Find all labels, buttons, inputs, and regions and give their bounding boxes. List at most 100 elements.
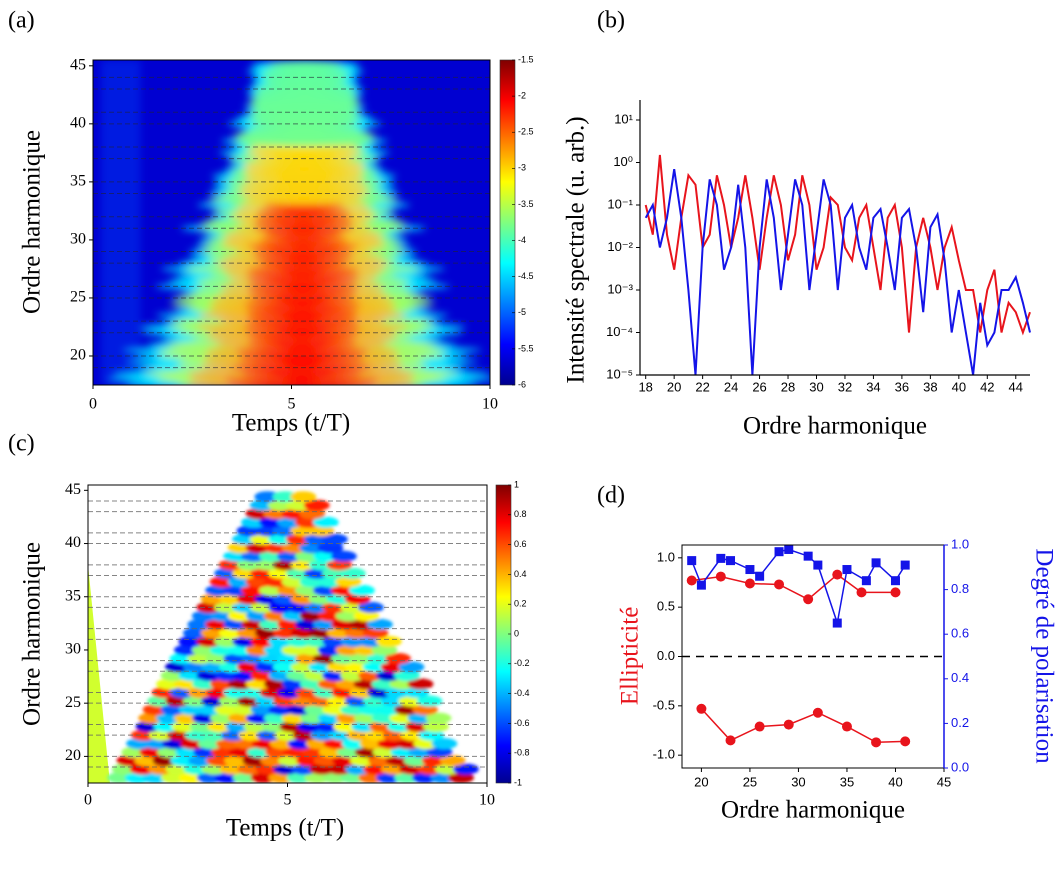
heatmap-blob: [366, 652, 393, 664]
heatmap-blob: [326, 661, 353, 673]
heatmap-blob: [214, 704, 241, 716]
heatmap-blob: [201, 695, 228, 707]
y2-tick-label: 0.0: [951, 759, 969, 774]
heatmap-blob: [245, 712, 272, 724]
x-tick-label: 30: [809, 379, 823, 394]
x-tick-label: 40: [952, 379, 966, 394]
heatmap-blob: [241, 687, 268, 699]
heatmap-blob: [326, 627, 353, 639]
heatmap-blob: [421, 755, 448, 767]
x-tick-label: 10: [482, 396, 498, 413]
heatmap-blob: [281, 712, 308, 724]
x-tick-label: 45: [937, 774, 951, 789]
heatmap-blob: [250, 601, 277, 613]
heatmap-blob: [299, 610, 326, 622]
y-tick-label: 45: [70, 56, 86, 73]
heatmap-blob: [358, 704, 385, 716]
heatmap-blob: [232, 704, 259, 716]
heatmap-blob: [152, 755, 179, 767]
heatmap-blob: [243, 721, 270, 733]
heatmap-blob: [348, 584, 375, 596]
heatmap-blob: [322, 772, 349, 783]
heatmap-blob: [236, 695, 263, 707]
heatmap-blob: [227, 644, 254, 656]
panel-label: (a): [8, 8, 35, 34]
data-point: [755, 571, 765, 581]
heatmap-blob: [183, 763, 210, 775]
y-tick-label: 0.5: [657, 599, 675, 614]
heatmap-blob: [317, 542, 344, 554]
heatmap-blob: [340, 635, 367, 647]
heatmap-blob: [241, 550, 268, 562]
data-point: [842, 565, 852, 575]
heatmap-blob: [344, 627, 371, 639]
data-point: [812, 707, 823, 718]
heatmap-blob: [407, 678, 434, 690]
y-tick-label: 10⁻⁵: [606, 366, 633, 381]
heatmap-blob: [160, 670, 187, 682]
heatmap-blob: [344, 695, 371, 707]
heatmap-blob: [313, 652, 340, 664]
y-tick-label: 0.0: [657, 648, 675, 663]
series-line: [700, 708, 906, 744]
heatmap-blob: [412, 772, 439, 783]
heatmap-blob: [227, 712, 254, 724]
x-tick-label: 42: [980, 379, 994, 394]
heatmap-blob: [227, 678, 254, 690]
heatmap-blob: [209, 610, 236, 622]
data-point: [696, 703, 707, 714]
y-tick-label: 20: [65, 747, 81, 764]
heatmap-blob: [335, 610, 362, 622]
y-tick-label: 10¹: [614, 111, 633, 126]
heatmap-blob: [218, 627, 245, 639]
heatmap-blob: [259, 652, 286, 664]
heatmap-blob: [353, 712, 380, 724]
heatmap-blob: [413, 738, 440, 750]
y-axis-title: Ordre harmonique: [19, 542, 46, 726]
heatmap-blob: [200, 627, 227, 639]
heatmap-blob: [170, 755, 197, 767]
heatmap-blob: [254, 695, 281, 707]
heatmap-blob: [241, 618, 268, 630]
heatmap-blob: [205, 584, 232, 596]
heatmap-blob: [308, 627, 335, 639]
colorbar-tick-label: -2.5: [518, 127, 534, 137]
heatmap-blob: [269, 738, 296, 750]
heatmap-blob: [339, 567, 366, 579]
heatmap-blob: [211, 746, 238, 758]
x-tick-label: 44: [1009, 379, 1023, 394]
y-axis-title: Ellipticité: [617, 607, 644, 706]
heatmap-blob: [251, 738, 278, 750]
colorbar-tick-label: -2: [518, 90, 526, 100]
heatmap-blob: [285, 499, 312, 511]
heatmap-blob: [277, 618, 304, 630]
heatmap-blob: [174, 678, 201, 690]
heatmap-blob: [358, 772, 385, 783]
heatmap-blob: [187, 618, 214, 630]
panel-label: (c): [8, 431, 35, 457]
heatmap-blob: [261, 721, 288, 733]
heatmap-blob: [394, 704, 421, 716]
heatmap-blob: [214, 635, 241, 647]
heatmap-blob: [375, 635, 402, 647]
heatmap-blob: [245, 576, 272, 588]
data-point: [900, 560, 910, 570]
heatmap-blob: [236, 593, 263, 605]
heatmap-blob: [135, 721, 162, 733]
heatmap-blob: [295, 584, 322, 596]
heatmap-blob: [218, 695, 245, 707]
heatmap-blob: [116, 755, 143, 767]
heatmap-blob: [282, 746, 309, 758]
heatmap-blob: [297, 721, 324, 733]
colorbar-tick-label: 1: [514, 479, 519, 489]
colorbar-tick-label: 0.8: [514, 509, 527, 519]
heatmap-blob: [200, 661, 227, 673]
x-tick-label: 34: [866, 379, 880, 394]
heatmap-blob: [147, 763, 174, 775]
heatmap-blob: [209, 644, 236, 656]
heatmap-blob: [362, 627, 389, 639]
heatmap-blob: [250, 533, 277, 545]
data-point: [784, 544, 794, 554]
x-tick-label: 0: [89, 396, 97, 413]
